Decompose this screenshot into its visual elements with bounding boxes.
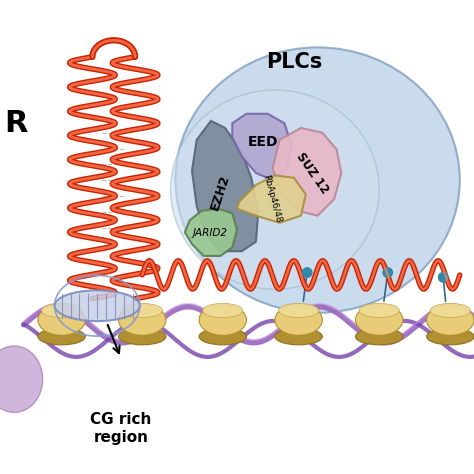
Polygon shape (192, 121, 258, 251)
Circle shape (302, 268, 312, 277)
Text: CG rich
region: CG rich region (90, 412, 152, 445)
Ellipse shape (122, 303, 162, 318)
Text: R: R (5, 109, 28, 138)
Text: RbAp46/48: RbAp46/48 (261, 174, 283, 224)
Ellipse shape (55, 290, 140, 321)
Ellipse shape (42, 303, 82, 318)
Ellipse shape (275, 328, 322, 345)
Ellipse shape (356, 305, 403, 336)
Ellipse shape (38, 328, 85, 345)
Text: EED: EED (248, 135, 278, 149)
Polygon shape (185, 209, 237, 256)
Ellipse shape (359, 303, 399, 318)
Ellipse shape (275, 305, 322, 336)
Ellipse shape (427, 305, 474, 336)
Ellipse shape (279, 303, 319, 318)
Ellipse shape (199, 305, 246, 336)
Ellipse shape (118, 328, 166, 345)
Ellipse shape (171, 90, 379, 289)
Polygon shape (232, 114, 292, 180)
Ellipse shape (202, 303, 243, 318)
Ellipse shape (356, 328, 403, 345)
Ellipse shape (427, 328, 474, 345)
Polygon shape (237, 175, 306, 223)
Text: SUZ 12: SUZ 12 (294, 150, 332, 196)
Ellipse shape (199, 328, 246, 345)
Polygon shape (273, 128, 341, 216)
Text: JARID2: JARID2 (192, 228, 228, 238)
Ellipse shape (430, 303, 470, 318)
Text: PLCs: PLCs (266, 52, 322, 72)
Ellipse shape (175, 47, 460, 313)
Ellipse shape (38, 305, 85, 336)
Ellipse shape (0, 346, 43, 412)
Text: EZH2: EZH2 (209, 173, 232, 211)
Circle shape (438, 273, 448, 282)
Ellipse shape (118, 305, 166, 336)
Circle shape (383, 268, 392, 277)
